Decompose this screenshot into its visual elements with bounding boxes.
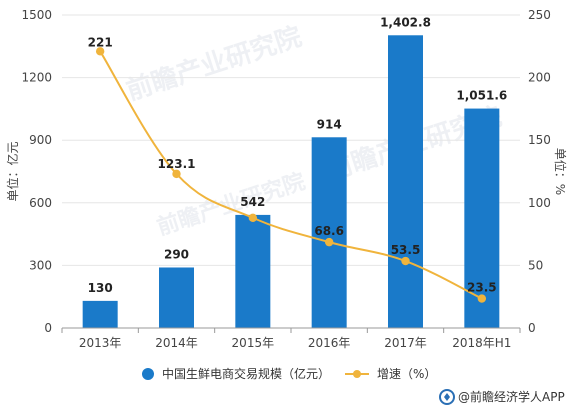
bar-value-label: 130 bbox=[88, 281, 113, 295]
bar-value-label: 1,402.8 bbox=[380, 15, 431, 29]
y-right-tick-label: 100 bbox=[528, 196, 551, 210]
bar-value-label: 542 bbox=[240, 195, 265, 209]
y-left-tick-label: 300 bbox=[29, 258, 52, 272]
y-left-tick-label: 0 bbox=[44, 321, 52, 335]
bar-series bbox=[82, 35, 500, 328]
y-left-tick-label: 1200 bbox=[21, 71, 52, 85]
legend-line-label: 增速（%） bbox=[377, 367, 436, 381]
bar-value-label: 914 bbox=[317, 117, 342, 131]
y-right-axis-title: 单位：% bbox=[553, 148, 568, 195]
line-value-label: 23.5 bbox=[467, 281, 497, 295]
bar-value-label: 290 bbox=[164, 247, 189, 261]
legend-line-marker bbox=[353, 370, 361, 378]
grid-lines bbox=[62, 14, 520, 266]
bar bbox=[388, 35, 423, 328]
x-tick-label: 2017年 bbox=[384, 336, 427, 350]
line-point bbox=[172, 169, 181, 179]
brand-text: @前瞻经济学人APP bbox=[458, 389, 565, 404]
line-series bbox=[95, 47, 487, 303]
y-left-tick-label: 900 bbox=[29, 133, 52, 147]
brand-footer: @前瞻经济学人APP bbox=[439, 389, 565, 405]
y-right-tick-label: 150 bbox=[528, 133, 551, 147]
axes: 2013年 2014年 2015年 2016年 2017年 2018年H1 0 300 600 9… bbox=[5, 8, 568, 350]
watermark-text: 前瞻产业研究院 bbox=[123, 21, 306, 107]
bar-value-label: 1,051.6 bbox=[456, 89, 507, 103]
line-value-label: 123.1 bbox=[158, 157, 196, 171]
growth-line bbox=[99, 50, 483, 300]
x-tick-label: 2016年 bbox=[308, 336, 351, 350]
y-right-tick-label: 50 bbox=[528, 258, 543, 272]
bar bbox=[311, 137, 347, 328]
bar bbox=[159, 267, 194, 328]
y-right-tick-label: 200 bbox=[528, 71, 551, 85]
line-point bbox=[95, 47, 105, 56]
x-tick-label: 2013年 bbox=[79, 336, 122, 350]
bar bbox=[82, 300, 118, 328]
line-point bbox=[248, 213, 258, 223]
qianzhan-logo-mark bbox=[444, 393, 450, 401]
y-left-axis-title: 单位：亿元 bbox=[5, 141, 20, 201]
y-left-tick-label: 600 bbox=[29, 196, 52, 210]
line-value-label: 53.5 bbox=[391, 243, 421, 257]
line-value-label: 68.6 bbox=[314, 224, 344, 238]
bar bbox=[235, 214, 271, 328]
y-left-tick-label: 1500 bbox=[21, 8, 52, 22]
x-tick-label: 2015年 bbox=[232, 336, 275, 350]
line-point bbox=[324, 237, 334, 247]
y-right-tick-label: 250 bbox=[528, 8, 551, 22]
legend-bar-label: 中国生鲜电商交易规模（亿元） bbox=[162, 366, 330, 381]
y-right-tick-label: 0 bbox=[528, 321, 536, 335]
line-value-label: 221 bbox=[88, 35, 113, 49]
legend: 中国生鲜电商交易规模（亿元） 增速（%） bbox=[142, 366, 436, 381]
line-point bbox=[401, 256, 410, 266]
legend-bar-swatch bbox=[142, 368, 154, 380]
qianzhan-logo-icon bbox=[439, 389, 455, 405]
x-tick-label: 2014年 bbox=[155, 336, 198, 350]
x-tick-label: 2018年H1 bbox=[452, 336, 511, 350]
data-labels: 130 290 542 914 1,402.8 1,051.6 221 123.1 68.6 53… bbox=[88, 15, 508, 295]
line-point bbox=[477, 294, 487, 303]
